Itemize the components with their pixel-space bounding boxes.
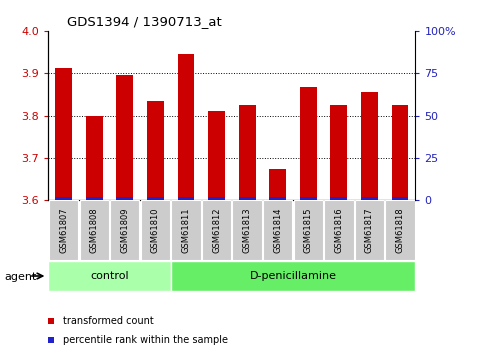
FancyBboxPatch shape	[355, 200, 384, 260]
FancyBboxPatch shape	[48, 261, 170, 291]
Text: GSM61813: GSM61813	[242, 207, 252, 253]
Bar	[392, 105, 409, 200]
FancyBboxPatch shape	[324, 200, 354, 260]
Bar	[361, 197, 378, 200]
Text: transformed count: transformed count	[63, 316, 154, 326]
Text: control: control	[90, 271, 129, 281]
Bar	[300, 87, 317, 200]
FancyBboxPatch shape	[80, 200, 109, 260]
Text: GSM61810: GSM61810	[151, 207, 160, 253]
Bar	[86, 197, 102, 200]
FancyBboxPatch shape	[49, 200, 78, 260]
Text: GDS1394 / 1390713_at: GDS1394 / 1390713_at	[67, 16, 221, 29]
Bar	[116, 197, 133, 200]
Text: GSM61808: GSM61808	[90, 207, 99, 253]
Text: GSM61817: GSM61817	[365, 207, 374, 253]
Bar	[55, 68, 72, 200]
Bar	[330, 105, 347, 200]
Text: GSM61811: GSM61811	[182, 207, 190, 253]
FancyBboxPatch shape	[232, 200, 262, 260]
Bar	[178, 54, 194, 200]
FancyBboxPatch shape	[385, 200, 415, 260]
Text: GSM61807: GSM61807	[59, 207, 68, 253]
Text: D-penicillamine: D-penicillamine	[250, 271, 337, 281]
Bar	[239, 105, 256, 200]
Text: GSM61815: GSM61815	[304, 207, 313, 253]
Bar	[270, 169, 286, 200]
Text: percentile rank within the sample: percentile rank within the sample	[63, 335, 228, 345]
Bar	[239, 197, 256, 200]
Bar	[392, 197, 409, 200]
FancyBboxPatch shape	[263, 200, 292, 260]
FancyBboxPatch shape	[141, 200, 170, 260]
Text: GSM61814: GSM61814	[273, 207, 282, 253]
Bar	[330, 197, 347, 200]
Bar	[147, 101, 164, 200]
FancyBboxPatch shape	[171, 200, 200, 260]
Bar	[208, 110, 225, 200]
Bar	[208, 197, 225, 200]
Text: GSM61818: GSM61818	[396, 207, 405, 253]
Bar	[55, 197, 72, 200]
Bar	[147, 197, 164, 200]
FancyBboxPatch shape	[202, 200, 231, 260]
Bar	[361, 92, 378, 200]
Bar	[178, 197, 194, 200]
Bar	[116, 75, 133, 200]
Text: GSM61812: GSM61812	[212, 207, 221, 253]
Text: GSM61816: GSM61816	[334, 207, 343, 253]
FancyBboxPatch shape	[170, 261, 415, 291]
Bar	[270, 197, 286, 200]
Text: GSM61809: GSM61809	[120, 207, 129, 253]
Bar	[86, 116, 102, 200]
FancyBboxPatch shape	[294, 200, 323, 260]
Bar	[300, 197, 317, 200]
Text: agent: agent	[5, 272, 37, 282]
FancyBboxPatch shape	[110, 200, 140, 260]
